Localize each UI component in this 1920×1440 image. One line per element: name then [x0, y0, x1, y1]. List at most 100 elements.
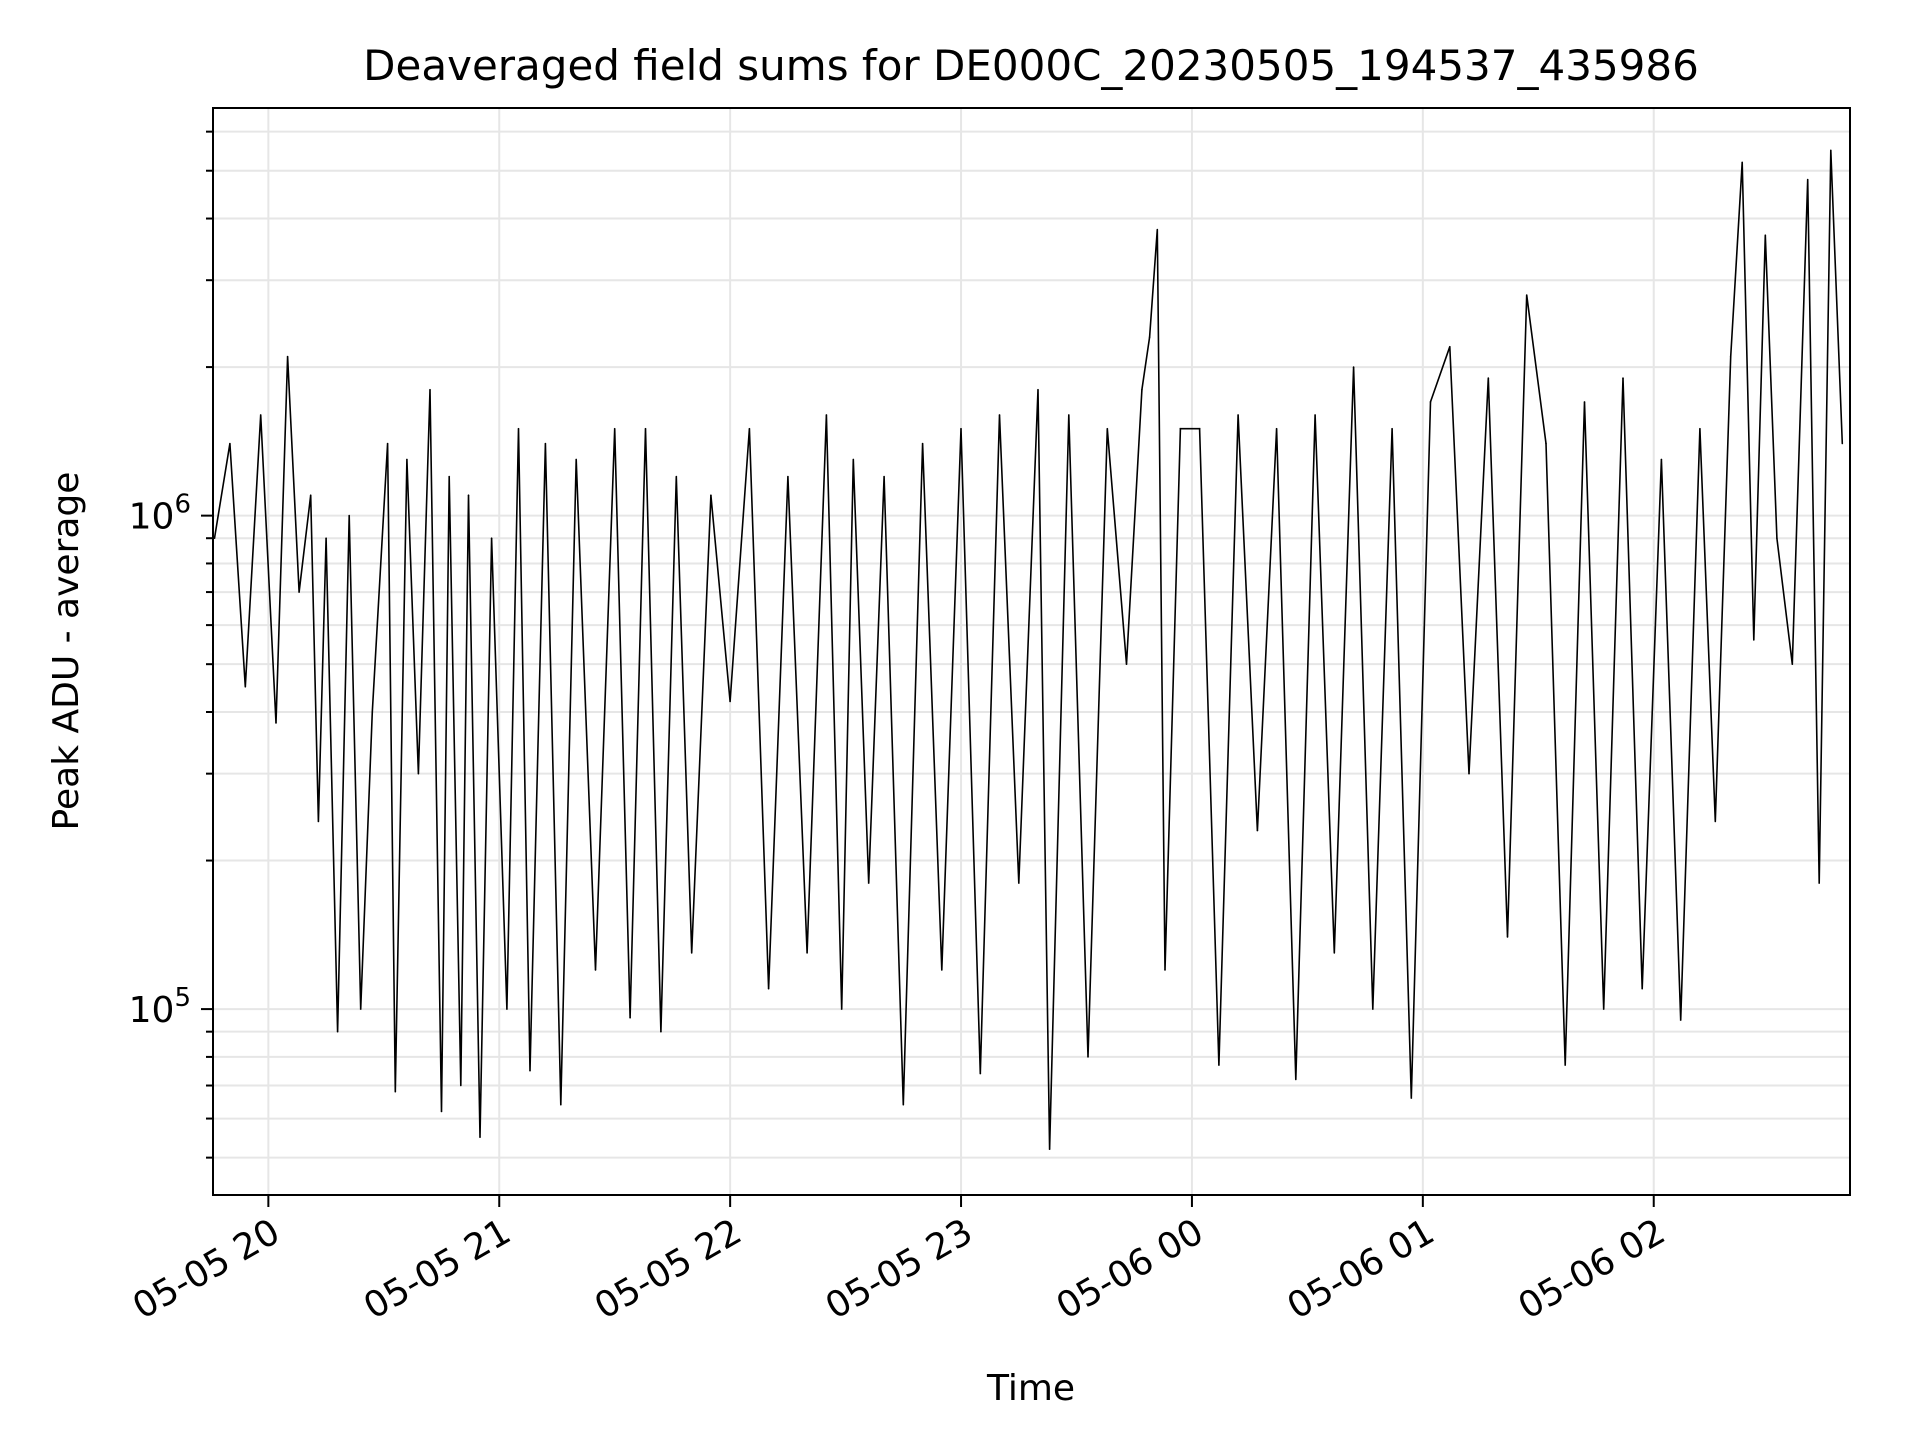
data-point [1679, 1019, 1682, 1021]
data-point [1352, 366, 1355, 368]
data-point [1525, 294, 1528, 296]
data-point [244, 686, 247, 688]
plot-frame [212, 107, 1851, 1196]
data-point [1106, 427, 1109, 430]
data-point [406, 458, 408, 461]
data-point [460, 1084, 462, 1087]
data-point [1429, 401, 1432, 403]
data-point [560, 1103, 562, 1106]
data-point [1622, 377, 1624, 379]
y-tick-label: 105 [129, 983, 191, 1031]
data-point [979, 1072, 982, 1075]
data-point [1660, 458, 1663, 461]
data-point [1602, 1008, 1605, 1010]
data-point [1068, 414, 1070, 416]
data-point [1753, 639, 1755, 641]
data-point [440, 1110, 443, 1113]
data-point [213, 537, 216, 539]
data-point [1641, 987, 1643, 990]
grid-layer [213, 108, 1850, 1195]
data-point [1018, 882, 1020, 884]
data-point [317, 820, 320, 823]
data-point [417, 772, 420, 775]
data-point [1818, 882, 1820, 884]
data-point [1275, 427, 1278, 430]
data-point [1048, 1148, 1051, 1150]
data-point [867, 882, 870, 884]
data-point [1295, 1078, 1297, 1081]
data-point [1714, 820, 1717, 823]
data-point [675, 475, 678, 478]
data-point [840, 1008, 843, 1010]
data-point [883, 475, 885, 478]
data-point [575, 458, 577, 461]
data-point [259, 414, 262, 416]
data-point [286, 355, 289, 358]
data-point [1468, 772, 1470, 775]
data-point [1156, 228, 1159, 231]
data-point [1564, 1064, 1566, 1066]
y-axis-label: Peak ADU - average [46, 472, 87, 831]
data-point [1449, 345, 1451, 348]
data-point [229, 442, 231, 445]
data-point [787, 475, 789, 478]
data-point [394, 1090, 397, 1093]
data-point [998, 414, 1001, 416]
data-point [1391, 427, 1393, 430]
data-point [1333, 952, 1336, 954]
data-point [1125, 663, 1128, 665]
data-point [1830, 149, 1832, 152]
data-point [1179, 427, 1182, 430]
data-point [506, 1008, 508, 1010]
x-axis-label: Time [986, 1368, 1075, 1409]
data-point [298, 591, 300, 593]
data-point [660, 1030, 662, 1033]
data-point [1506, 936, 1509, 938]
data-point [1148, 336, 1151, 338]
data-point [448, 475, 451, 478]
data-point [1314, 414, 1316, 416]
data-point [529, 1069, 531, 1072]
line-layer [213, 149, 1844, 1150]
data-point [517, 427, 520, 430]
data-point [1218, 1064, 1220, 1066]
data-point [710, 494, 712, 497]
data-point [1141, 388, 1143, 391]
data-point [960, 427, 962, 430]
data-point [1741, 161, 1743, 164]
data-point [806, 952, 808, 954]
data-point [1037, 388, 1039, 391]
data-point [1791, 663, 1794, 665]
data-point [767, 987, 770, 990]
data-point [729, 700, 731, 703]
data-point [490, 537, 493, 539]
data-point [1256, 829, 1259, 832]
data-point [690, 952, 693, 954]
data-point [594, 969, 597, 971]
data-point [348, 514, 351, 517]
data-point [1806, 178, 1809, 181]
data-point [748, 427, 751, 430]
data-point [1198, 427, 1201, 430]
data-point [1776, 537, 1778, 539]
data-point [1164, 969, 1166, 971]
data-point [336, 1030, 339, 1033]
data-point [825, 414, 828, 416]
data-point [309, 494, 312, 497]
data-point [1487, 377, 1490, 379]
data-point [1087, 1056, 1089, 1058]
chart-title: Deaveraged field sums for DE000C_2023050… [363, 41, 1699, 90]
data-point [644, 427, 647, 430]
data-point [371, 711, 374, 713]
data-point [941, 969, 943, 971]
y-tick-label: 106 [129, 490, 191, 538]
data-point [429, 388, 431, 391]
data-point [1583, 401, 1586, 403]
data-point [921, 442, 924, 445]
data-point [544, 442, 547, 445]
data-point [275, 722, 277, 724]
data-point [479, 1136, 481, 1138]
data-point [1699, 427, 1701, 430]
